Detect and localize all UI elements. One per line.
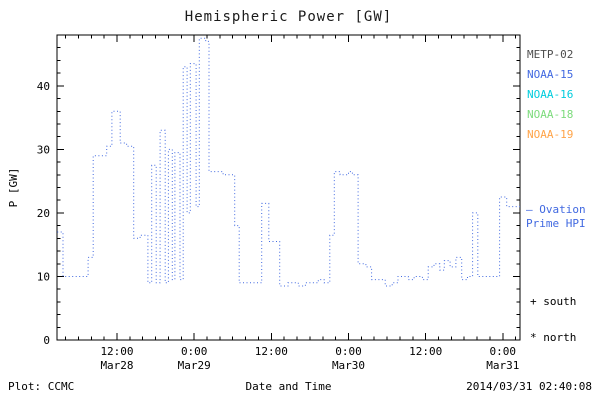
svg-text:Mar31: Mar31 — [486, 359, 519, 372]
ovation-label-line2: Prime HPI — [526, 217, 586, 230]
south-marker-label: + south — [530, 295, 577, 308]
north-marker-label: * north — [530, 331, 577, 344]
x-axis-title: Date and Time — [245, 380, 332, 393]
svg-text:0:00: 0:00 — [490, 345, 517, 358]
legend-item-noaa-18: NOAA-18 — [527, 108, 574, 121]
svg-text:Mar28: Mar28 — [100, 359, 133, 372]
svg-text:10: 10 — [37, 271, 50, 284]
chart-title: Hemispheric Power [GW] — [184, 9, 393, 25]
svg-text:0:00: 0:00 — [335, 345, 362, 358]
svg-text:40: 40 — [37, 80, 50, 93]
legend-item-noaa-19: NOAA-19 — [527, 128, 574, 141]
svg-text:12:00: 12:00 — [100, 345, 133, 358]
svg-text:12:00: 12:00 — [409, 345, 442, 358]
legend-item-noaa-15: NOAA-15 — [527, 68, 574, 81]
svg-text:P [GW]: P [GW] — [7, 168, 20, 208]
svg-text:12:00: 12:00 — [255, 345, 288, 358]
legend-ovation-prime-hpi: — Ovation Prime HPI — [526, 203, 586, 231]
timestamp: 2014/03/31 02:40:08 — [466, 380, 592, 393]
ovation-label-line1: — Ovation — [526, 203, 586, 216]
svg-text:30: 30 — [37, 143, 50, 156]
svg-text:0: 0 — [43, 334, 50, 347]
svg-text:0:00: 0:00 — [181, 345, 208, 358]
svg-text:20: 20 — [37, 207, 50, 220]
legend-item-noaa-16: NOAA-16 — [527, 88, 574, 101]
legend-item-metp-02: METP-02 — [527, 48, 574, 61]
svg-text:Mar29: Mar29 — [178, 359, 211, 372]
svg-text:Mar30: Mar30 — [332, 359, 365, 372]
plot-credit: Plot: CCMC — [8, 380, 75, 393]
